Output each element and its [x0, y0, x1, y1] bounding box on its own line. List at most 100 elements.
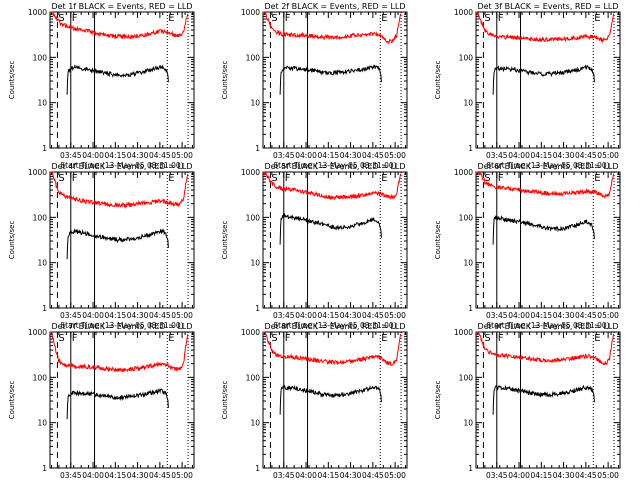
x-tick-label: 04:45 [149, 311, 171, 320]
time-marker-label: E [168, 13, 174, 24]
time-marker-label: E [168, 173, 174, 184]
x-tick-label: 04:15 [531, 471, 553, 480]
y-axis-label: Counts/sec [8, 61, 16, 100]
y-tick-label: 10 [37, 419, 47, 428]
y-tick-label: 10 [37, 99, 47, 108]
detector-panel-2: Det 2f BLACK = Events, RED = LLD 1 10 100 10… [221, 2, 408, 170]
y-tick-label: 100 [246, 373, 261, 382]
time-marker-label: F [72, 333, 78, 344]
lld-rate-line [50, 171, 189, 210]
x-tick-label: 04:45 [149, 471, 171, 480]
x-tick-label: 04:00 [295, 151, 317, 160]
time-marker-label: E [381, 173, 387, 184]
y-axis-label: Counts/sec [221, 221, 229, 260]
x-tick-label: 04:15 [105, 151, 127, 160]
y-tick-label: 100 [459, 373, 474, 382]
y-tick-label: 1000 [454, 8, 473, 17]
plot-frame [262, 171, 408, 309]
y-tick-label: 10 [463, 99, 473, 108]
x-tick-label: 04:45 [362, 151, 384, 160]
y-tick-label: 100 [459, 213, 474, 222]
y-axis-label: Counts/sec [221, 61, 229, 100]
x-tick-label: 05:00 [597, 151, 619, 160]
plot-frame [475, 171, 621, 309]
x-tick-label: 04:15 [318, 471, 340, 480]
y-tick-label: 1 [255, 144, 260, 153]
events-rate-line [279, 212, 382, 245]
time-marker-label: S [271, 13, 277, 24]
y-tick-label: 10 [250, 99, 260, 108]
x-tick-label: 04:30 [127, 151, 149, 160]
x-tick-label: 04:30 [127, 311, 149, 320]
time-marker-label: S [484, 13, 490, 24]
y-tick-label: 1 [255, 464, 260, 473]
y-axis-label: Counts/sec [8, 381, 16, 420]
plot-title: Det 6f BLACK = Events, RED = LLD [477, 162, 618, 171]
x-tick-label: 04:45 [362, 311, 384, 320]
events-rate-line [492, 215, 595, 245]
y-tick-label: 1000 [241, 328, 260, 337]
y-tick-label: 10 [250, 259, 260, 268]
y-tick-label: 1 [255, 304, 260, 313]
x-tick-label: 04:30 [553, 471, 575, 480]
time-marker-label: E [168, 333, 174, 344]
time-marker-label: E [594, 333, 600, 344]
x-tick-label: 04:00 [82, 471, 104, 480]
lld-rate-line [476, 11, 615, 44]
time-marker-label: F [498, 333, 504, 344]
lld-rate-line [476, 171, 615, 200]
x-tick-label: 04:00 [508, 471, 530, 480]
x-tick-label: 03:45 [60, 151, 82, 160]
events-rate-line [279, 64, 382, 95]
x-tick-label: 05:00 [171, 151, 193, 160]
x-tick-label: 05:00 [597, 311, 619, 320]
plot-frame [262, 11, 408, 149]
y-tick-label: 1000 [241, 8, 260, 17]
time-marker-label: S [484, 333, 490, 344]
x-tick-label: 04:00 [82, 311, 104, 320]
lld-rate-line [50, 11, 189, 40]
x-tick-label: 03:45 [273, 311, 295, 320]
x-tick-label: 04:15 [105, 471, 127, 480]
x-tick-label: 04:00 [508, 151, 530, 160]
y-axis-label: Counts/sec [434, 381, 442, 420]
x-tick-label: 04:45 [149, 151, 171, 160]
x-axis-label: Start Time (13-May-05 03:31:00) [486, 321, 609, 330]
time-marker-label: S [484, 173, 490, 184]
x-tick-label: 04:15 [105, 311, 127, 320]
x-tick-label: 03:45 [60, 471, 82, 480]
y-tick-label: 1 [42, 304, 47, 313]
time-marker-label: F [285, 333, 291, 344]
y-tick-label: 100 [33, 373, 48, 382]
x-axis-label: Start Time (13-May-05 03:31:00) [60, 321, 183, 330]
y-tick-label: 1000 [28, 168, 47, 177]
plot-frame [49, 11, 195, 149]
events-rate-line [492, 64, 595, 95]
y-axis-label: Counts/sec [434, 221, 442, 260]
y-tick-label: 100 [459, 53, 474, 62]
x-tick-label: 04:30 [340, 471, 362, 480]
y-tick-label: 10 [463, 259, 473, 268]
plot-title: Det 2f BLACK = Events, RED = LLD [264, 2, 405, 11]
x-tick-label: 04:00 [508, 311, 530, 320]
x-tick-label: 04:15 [318, 311, 340, 320]
x-tick-label: 04:30 [553, 311, 575, 320]
plot-frame [49, 171, 195, 309]
plot-title: Det 4f BLACK = Events, RED = LLD [51, 162, 192, 171]
plot-frame [49, 331, 195, 469]
y-tick-label: 1000 [241, 168, 260, 177]
y-tick-label: 1000 [28, 8, 47, 17]
x-tick-label: 03:45 [60, 311, 82, 320]
y-tick-label: 1000 [454, 328, 473, 337]
plot-title: Det 3f BLACK = Events, RED = LLD [477, 2, 618, 11]
x-tick-label: 04:45 [575, 311, 597, 320]
plot-frame [475, 11, 621, 149]
x-tick-label: 04:15 [531, 311, 553, 320]
detector-panel-5: Det 5f BLACK = Events, RED = LLD 1 10 100 10… [221, 162, 408, 330]
events-rate-line [66, 228, 169, 260]
x-tick-label: 04:15 [318, 151, 340, 160]
plot-title: Det 9f BLACK = Events, RED = LLD [477, 322, 618, 331]
y-tick-label: 1 [468, 304, 473, 313]
x-tick-label: 03:45 [273, 471, 295, 480]
